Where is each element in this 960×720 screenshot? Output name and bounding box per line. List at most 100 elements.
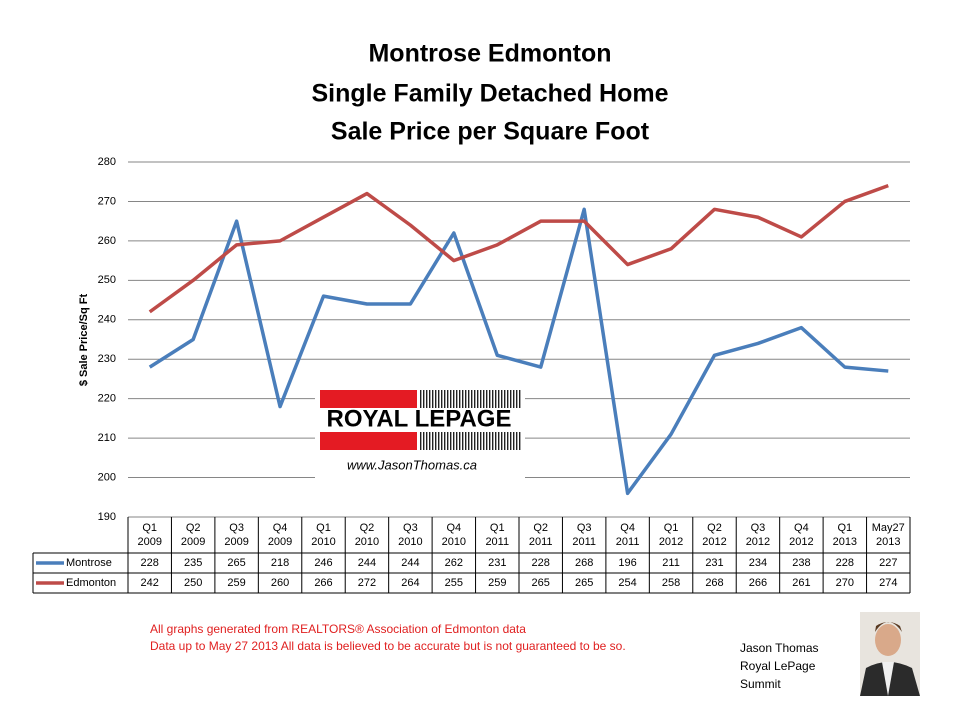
barcode-line [477, 390, 479, 408]
barcode-line [456, 432, 458, 450]
table-value: 265 [227, 557, 245, 569]
barcode-line [459, 432, 461, 450]
table-value: 234 [749, 557, 767, 569]
table-value: 228 [532, 557, 550, 569]
barcode-line [453, 432, 455, 450]
table-value: 272 [358, 577, 376, 589]
table-value: 259 [227, 577, 245, 589]
barcode-line [441, 390, 443, 408]
barcode-line [438, 432, 440, 450]
barcode-line [474, 432, 476, 450]
table-value: 244 [401, 557, 419, 569]
y-tick-label: 280 [98, 156, 116, 168]
y-tick-label: 230 [98, 353, 116, 365]
table-value: 231 [488, 557, 506, 569]
barcode-line [516, 390, 518, 408]
series-line [148, 207, 889, 496]
barcode-line [435, 432, 437, 450]
barcode-line [480, 390, 482, 408]
barcode-line [432, 390, 434, 408]
barcode-line [447, 432, 449, 450]
barcode-line [465, 432, 467, 450]
agent-photo [860, 612, 920, 696]
y-tick-label: 200 [98, 471, 116, 483]
table-value: 266 [749, 577, 767, 589]
y-tick-label: 250 [98, 274, 116, 286]
x-tick-label: Q4 2011 [616, 522, 640, 548]
table-value: 196 [618, 557, 636, 569]
table-value: 242 [141, 577, 159, 589]
barcode-line [507, 432, 509, 450]
x-tick-label: Q3 2010 [398, 522, 422, 548]
x-tick-label: Q1 2011 [485, 522, 509, 548]
barcode-line [420, 390, 422, 408]
barcode-line [447, 390, 449, 408]
table-value: 259 [488, 577, 506, 589]
barcode-line [498, 390, 500, 408]
barcode-line [450, 390, 452, 408]
barcode-line [513, 432, 515, 450]
series-line [148, 184, 889, 314]
barcode-line [492, 432, 494, 450]
barcode-line [504, 390, 506, 408]
legend-label: Edmonton [66, 577, 116, 589]
table-value: 238 [792, 557, 810, 569]
barcode-line [492, 390, 494, 408]
x-tick-label: Q3 2011 [572, 522, 596, 548]
table-value: 231 [705, 557, 723, 569]
barcode-line [501, 390, 503, 408]
x-tick-label: Q3 2012 [746, 522, 770, 548]
table-value: 270 [836, 577, 854, 589]
y-tick-label: 240 [98, 314, 116, 326]
table-value: 260 [271, 577, 289, 589]
agent: Royal LePage [740, 659, 816, 673]
legend-label: Montrose [66, 557, 112, 569]
x-tick-label: Q1 2010 [311, 522, 335, 548]
barcode-line [516, 432, 518, 450]
barcode-line [474, 390, 476, 408]
table-value: 262 [445, 557, 463, 569]
x-tick-label: Q4 2009 [268, 522, 292, 548]
x-tick-label: Q1 2013 [833, 522, 857, 548]
table-value: 274 [879, 577, 897, 589]
barcode-line [486, 390, 488, 408]
barcode-line [429, 432, 431, 450]
barcode-line [420, 432, 422, 450]
barcode-line [462, 390, 464, 408]
barcode-line [444, 432, 446, 450]
table-value: 255 [445, 577, 463, 589]
chart-title: Sale Price per Square Foot [331, 118, 650, 146]
y-tick-label: 270 [98, 195, 116, 207]
barcode-line [465, 390, 467, 408]
agent: Summit [740, 677, 781, 691]
barcode-line [453, 390, 455, 408]
table-value: 218 [271, 557, 289, 569]
chart-title: Single Family Detached Home [311, 80, 668, 108]
barcode-line [441, 432, 443, 450]
chart-title: Montrose Edmonton [368, 40, 611, 68]
barcode-line [459, 390, 461, 408]
x-tick-label: Q2 2009 [181, 522, 205, 548]
x-tick-label: Q3 2009 [224, 522, 248, 548]
barcode-line [507, 390, 509, 408]
table-value: 266 [314, 577, 332, 589]
barcode-line [435, 390, 437, 408]
barcode-line [450, 432, 452, 450]
x-tick-label: Q2 2010 [355, 522, 379, 548]
barcode-line [480, 432, 482, 450]
barcode-line [462, 432, 464, 450]
barcode-line [432, 432, 434, 450]
note: Data up to May 27 2013 All data is belie… [150, 639, 626, 653]
table-value: 265 [575, 577, 593, 589]
barcode-line [468, 432, 470, 450]
barcode-line [444, 390, 446, 408]
barcode-line [477, 432, 479, 450]
table-value: 268 [705, 577, 723, 589]
table-value: 265 [532, 577, 550, 589]
logo-bar [320, 432, 417, 450]
logo-bar [320, 390, 417, 408]
x-tick-label: Q2 2011 [529, 522, 553, 548]
barcode-line [483, 390, 485, 408]
note: All graphs generated from REALTORS® Asso… [150, 622, 526, 636]
x-tick-label: Q4 2010 [442, 522, 466, 548]
